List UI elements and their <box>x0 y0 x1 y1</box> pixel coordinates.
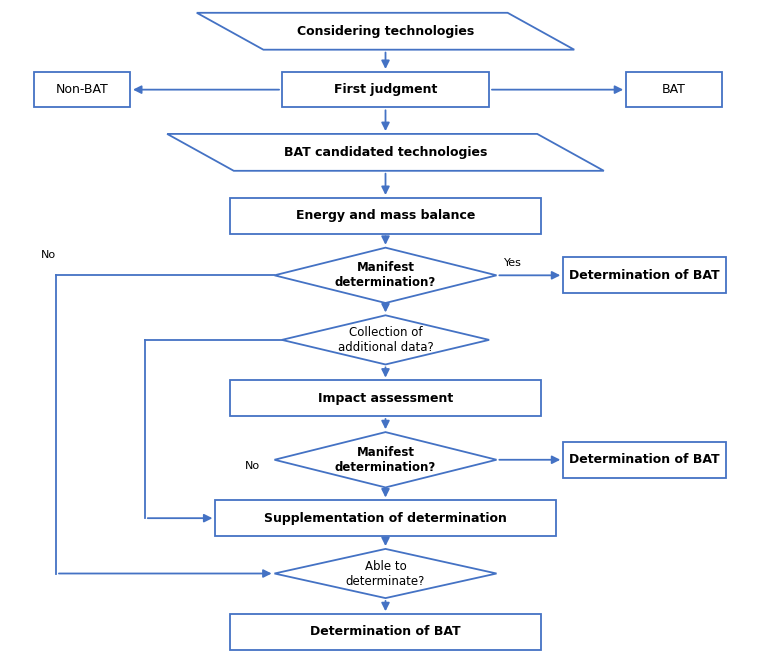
FancyBboxPatch shape <box>282 72 489 108</box>
FancyBboxPatch shape <box>563 257 726 293</box>
FancyBboxPatch shape <box>215 500 556 536</box>
Text: BAT candidated technologies: BAT candidated technologies <box>284 146 487 159</box>
Polygon shape <box>282 315 489 364</box>
FancyBboxPatch shape <box>230 614 541 650</box>
Polygon shape <box>197 13 574 50</box>
Polygon shape <box>167 134 604 171</box>
Text: Manifest
determination?: Manifest determination? <box>335 446 436 473</box>
Text: Yes: Yes <box>504 258 522 268</box>
Text: Energy and mass balance: Energy and mass balance <box>296 209 475 222</box>
FancyBboxPatch shape <box>626 72 722 108</box>
FancyBboxPatch shape <box>563 442 726 477</box>
Text: No: No <box>41 250 56 260</box>
FancyBboxPatch shape <box>34 72 130 108</box>
Text: Determination of BAT: Determination of BAT <box>569 269 720 282</box>
Text: Able to
determinate?: Able to determinate? <box>346 559 425 587</box>
Text: Non-BAT: Non-BAT <box>56 83 109 96</box>
Text: Considering technologies: Considering technologies <box>297 25 474 38</box>
Text: Determination of BAT: Determination of BAT <box>569 454 720 466</box>
Polygon shape <box>274 432 497 487</box>
Text: Supplementation of determination: Supplementation of determination <box>264 511 507 525</box>
Polygon shape <box>274 247 497 303</box>
Text: Manifest
determination?: Manifest determination? <box>335 261 436 289</box>
Text: Determination of BAT: Determination of BAT <box>310 625 461 638</box>
FancyBboxPatch shape <box>230 380 541 416</box>
Text: BAT: BAT <box>662 83 686 96</box>
Text: Impact assessment: Impact assessment <box>318 392 453 405</box>
Text: Collection of
additional data?: Collection of additional data? <box>338 326 433 354</box>
Text: No: No <box>244 461 260 471</box>
FancyBboxPatch shape <box>230 198 541 233</box>
Polygon shape <box>274 549 497 598</box>
Text: First judgment: First judgment <box>334 83 437 96</box>
